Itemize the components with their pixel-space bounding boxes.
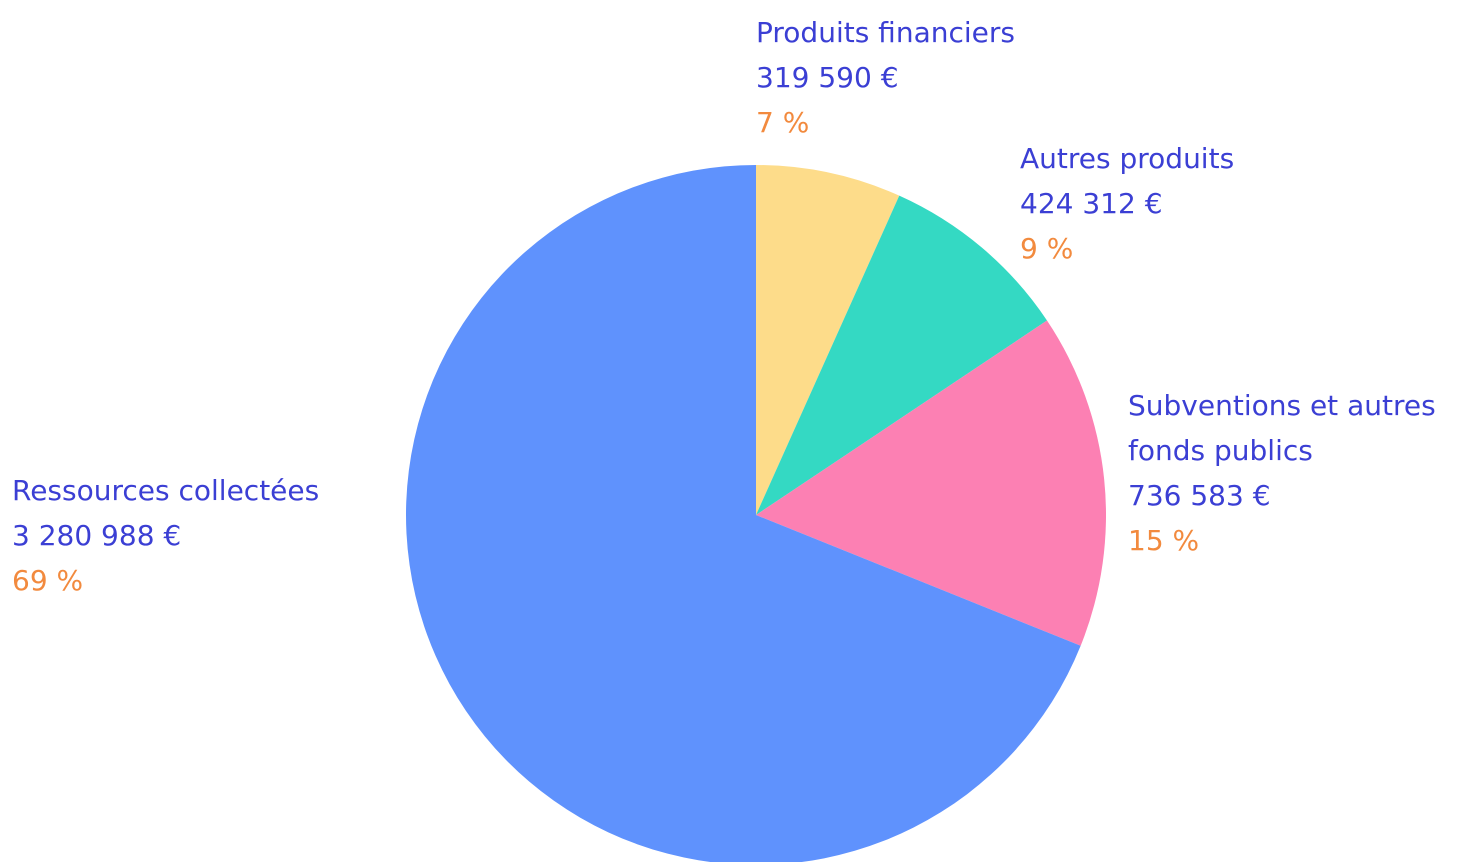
value-label: 319 590 € [756, 61, 899, 94]
pie-slice [756, 320, 1106, 646]
value-label: 424 312 € [1020, 187, 1163, 220]
category-label: Subventions et autres fonds publics [1128, 389, 1436, 467]
percentage-label: 9 % [1020, 232, 1074, 265]
percentage-label: 69 % [12, 564, 84, 597]
percentage-label: 7 % [756, 106, 810, 139]
pie-slice [756, 165, 900, 515]
pie-slice [406, 165, 1081, 862]
slice-label: Ressources collectées 3 280 988 € 69 % [12, 468, 319, 603]
pie-slice [756, 195, 1047, 515]
slice-label: Autres produits 424 312 € 9 % [1020, 136, 1234, 271]
category-label: Ressources collectées [12, 474, 320, 507]
category-label: Produits financiers [756, 16, 1015, 49]
slice-label: Subventions et autres fonds publics 736 5… [1128, 383, 1468, 563]
value-label: 3 280 988 € [12, 519, 182, 552]
slice-label: Produits financiers 319 590 € 7 % [756, 10, 1015, 145]
category-label: Autres produits [1020, 142, 1235, 175]
percentage-label: 15 % [1128, 524, 1200, 557]
value-label: 736 583 € [1128, 479, 1271, 512]
